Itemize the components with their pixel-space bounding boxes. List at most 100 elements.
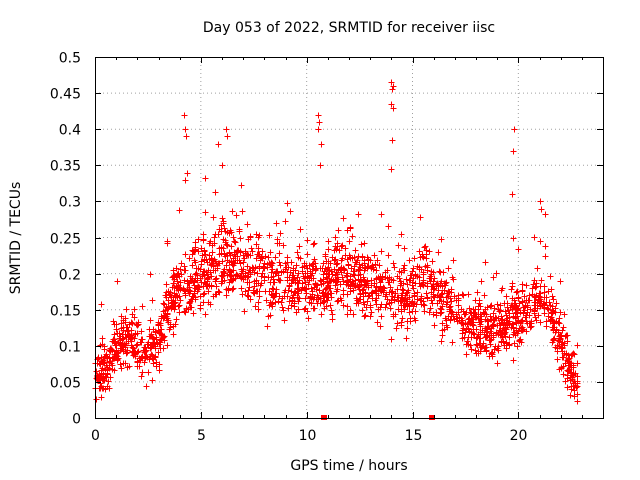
data-point xyxy=(102,386,109,393)
data-point xyxy=(206,256,213,263)
data-point xyxy=(123,324,130,331)
data-point xyxy=(450,276,457,283)
data-point xyxy=(470,319,477,326)
data-point xyxy=(246,284,253,291)
data-point xyxy=(320,260,327,267)
data-point xyxy=(107,374,114,381)
data-point xyxy=(143,383,150,390)
data-point xyxy=(421,302,428,309)
data-point xyxy=(145,369,152,376)
data-point xyxy=(447,316,454,323)
data-point xyxy=(503,345,510,352)
data-point xyxy=(223,262,230,269)
data-point xyxy=(339,255,346,262)
data-point xyxy=(294,249,301,256)
data-point xyxy=(439,283,446,290)
data-point xyxy=(537,238,544,245)
data-point xyxy=(321,298,328,305)
data-point xyxy=(138,339,145,346)
outlier-point xyxy=(318,141,325,148)
data-point xyxy=(398,308,405,315)
data-point xyxy=(136,363,143,370)
data-point xyxy=(132,349,139,356)
data-point xyxy=(531,307,538,314)
data-point xyxy=(321,305,328,312)
data-point xyxy=(344,256,351,263)
data-point xyxy=(164,240,171,247)
data-point xyxy=(286,283,293,290)
data-point xyxy=(553,300,560,307)
data-point xyxy=(550,336,557,343)
data-point xyxy=(443,294,450,301)
data-point xyxy=(437,269,444,276)
data-point xyxy=(438,291,445,298)
data-point xyxy=(155,327,162,334)
data-point xyxy=(311,240,318,247)
data-point xyxy=(429,258,436,265)
data-point xyxy=(554,348,561,355)
data-point xyxy=(418,293,425,300)
data-point xyxy=(442,282,449,289)
data-point xyxy=(439,332,446,339)
data-point xyxy=(513,303,520,310)
data-point xyxy=(155,349,162,356)
data-point xyxy=(272,299,279,306)
data-point xyxy=(164,315,171,322)
data-point xyxy=(567,392,574,399)
data-point xyxy=(494,301,501,308)
outlier-point xyxy=(184,170,191,177)
data-point xyxy=(288,259,295,266)
data-point xyxy=(424,294,431,301)
data-point xyxy=(396,268,403,275)
data-point xyxy=(411,293,418,300)
data-point xyxy=(257,255,264,262)
data-point xyxy=(476,297,483,304)
data-point xyxy=(459,330,466,337)
data-point xyxy=(303,290,310,297)
data-point xyxy=(170,331,177,338)
y-tick-label: 0.2 xyxy=(59,268,81,284)
data-point xyxy=(139,369,146,376)
data-point xyxy=(394,320,401,327)
data-point xyxy=(484,324,491,331)
data-point xyxy=(301,306,308,313)
data-point xyxy=(275,298,282,305)
data-point xyxy=(357,271,364,278)
data-point xyxy=(230,262,237,269)
data-point xyxy=(359,307,366,314)
data-point xyxy=(244,292,251,299)
data-point xyxy=(173,316,180,323)
data-point xyxy=(171,290,178,297)
data-point xyxy=(340,215,347,222)
data-point xyxy=(190,279,197,286)
data-point xyxy=(245,269,252,276)
data-point xyxy=(533,317,540,324)
data-point xyxy=(506,342,513,349)
data-point xyxy=(161,337,168,344)
data-point xyxy=(420,282,427,289)
data-point xyxy=(252,303,259,310)
data-point xyxy=(310,263,317,270)
data-point xyxy=(261,264,268,271)
data-point xyxy=(302,286,309,293)
data-point xyxy=(201,279,208,286)
data-point xyxy=(439,290,446,297)
data-point xyxy=(406,277,413,284)
outlier-point xyxy=(181,112,188,119)
data-point xyxy=(518,325,525,332)
data-point xyxy=(216,251,223,258)
data-point xyxy=(265,274,272,281)
data-point xyxy=(565,368,572,375)
data-point xyxy=(139,303,146,310)
data-point xyxy=(278,299,285,306)
data-point xyxy=(293,309,300,316)
data-point xyxy=(244,279,251,286)
outlier-point xyxy=(390,105,397,112)
data-point xyxy=(485,318,492,325)
data-point xyxy=(267,312,274,319)
data-point xyxy=(531,234,538,241)
data-point xyxy=(230,285,237,292)
data-point xyxy=(196,284,203,291)
data-point xyxy=(549,307,556,314)
data-point xyxy=(99,358,106,365)
